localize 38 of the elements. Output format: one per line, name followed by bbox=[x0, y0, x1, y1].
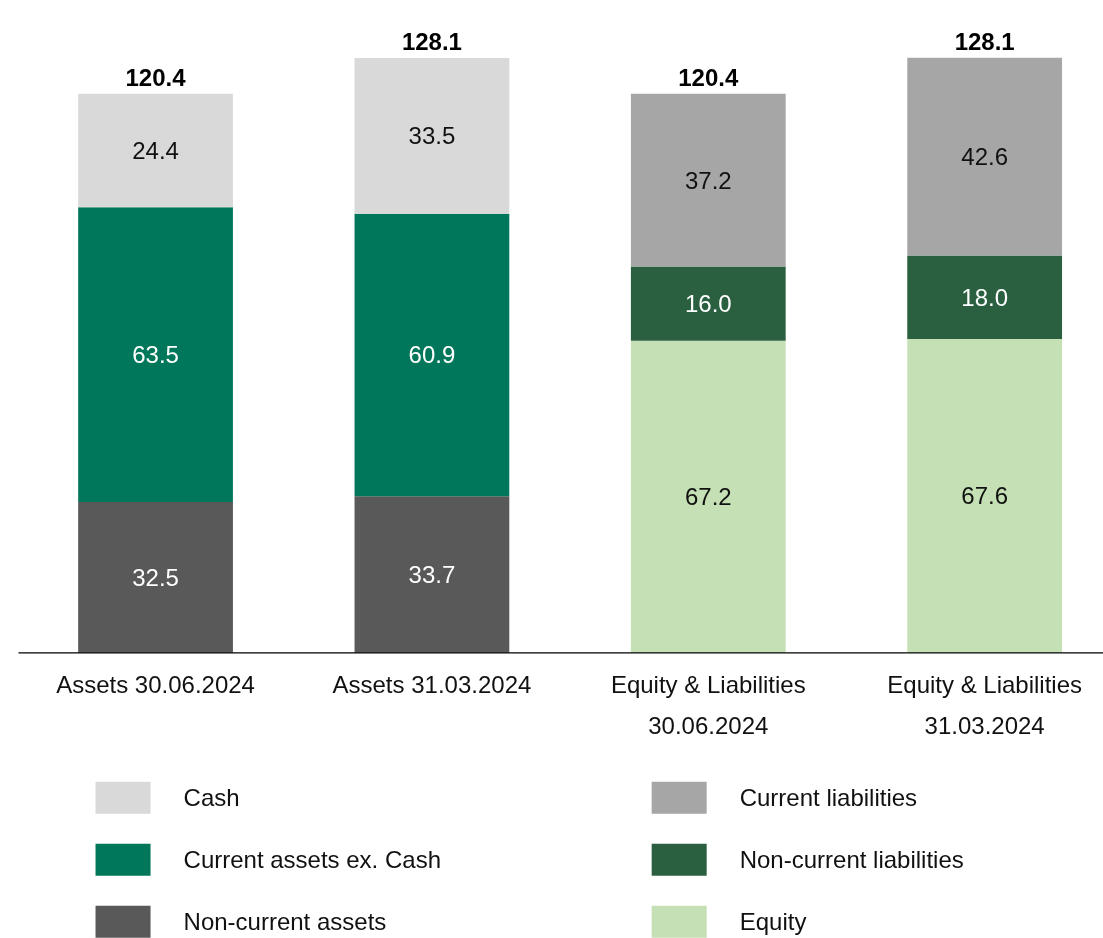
data-label: 33.5 bbox=[408, 122, 456, 150]
bar bbox=[354, 213, 510, 497]
x-tick-label: Equity & Liabilities 30.06.2024 bbox=[610, 670, 806, 739]
data-label: 18.0 bbox=[961, 283, 1009, 311]
bar bbox=[907, 255, 1063, 339]
bar bbox=[78, 207, 233, 502]
data-label: 42.6 bbox=[961, 143, 1009, 171]
legend-label: Non-current liabilities bbox=[739, 846, 964, 874]
data-label: 33.7 bbox=[408, 561, 456, 589]
bar bbox=[78, 93, 233, 208]
bar bbox=[630, 340, 786, 653]
bar bbox=[907, 57, 1063, 256]
total-label: 128.1 bbox=[401, 28, 462, 56]
x-tick-label: Equity & Liabilities 31.03.2024 bbox=[887, 670, 1083, 739]
data-label: 37.2 bbox=[684, 166, 732, 194]
data-label: 24.4 bbox=[132, 136, 179, 164]
legend-label: Current assets ex. Cash bbox=[183, 846, 441, 874]
data-label: 67.2 bbox=[684, 483, 732, 511]
bar bbox=[354, 496, 510, 653]
legend-label: Current liabilities bbox=[739, 784, 918, 812]
bar bbox=[354, 58, 510, 214]
data-label: 60.9 bbox=[408, 341, 456, 369]
data-label: 32.5 bbox=[132, 563, 179, 591]
total-label: 120.4 bbox=[678, 63, 739, 91]
data-label: 63.5 bbox=[132, 341, 179, 369]
data-label: 16.0 bbox=[684, 290, 732, 318]
x-tick-label: Assets 30.06.2024 bbox=[56, 670, 255, 698]
total-label: 120.4 bbox=[125, 63, 187, 91]
x-tick-label: Assets 31.03.2024 bbox=[332, 670, 532, 698]
bar bbox=[630, 93, 786, 267]
bar bbox=[630, 266, 786, 341]
legend-label: Non-current assets bbox=[183, 908, 387, 936]
data-label: 67.6 bbox=[961, 482, 1009, 510]
bar bbox=[78, 501, 233, 653]
bar bbox=[907, 338, 1063, 653]
legend-label: Cash bbox=[183, 784, 240, 812]
legend-label: Equity bbox=[739, 908, 807, 936]
total-label: 128.1 bbox=[954, 27, 1015, 55]
